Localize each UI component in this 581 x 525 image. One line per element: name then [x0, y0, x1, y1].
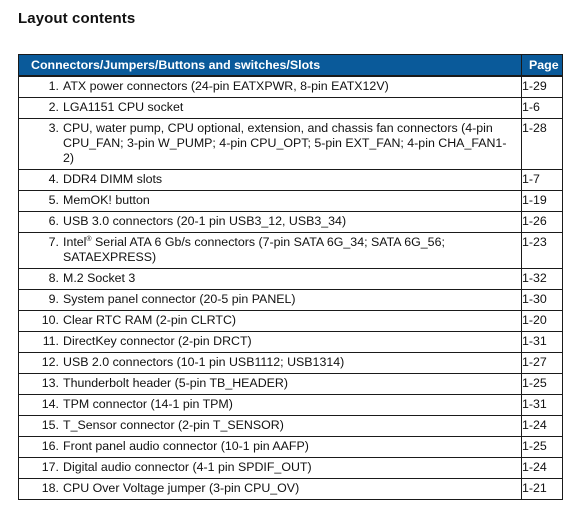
row-description: CPU Over Voltage jumper (3-pin CPU_OV) [63, 481, 300, 495]
row-page: 1-7 [521, 169, 563, 191]
table-row: 18. CPU Over Voltage jumper (3-pin CPU_O… [18, 478, 563, 500]
row-description: T_Sensor connector (2-pin T_SENSOR) [63, 418, 284, 432]
row-description: MemOK! button [63, 193, 150, 207]
row-page: 1-32 [521, 268, 563, 290]
row-number: 8. [48, 271, 59, 285]
row-description: M.2 Socket 3 [63, 271, 136, 285]
row-number: 18. [41, 481, 59, 495]
row-page: 1-23 [521, 232, 563, 269]
row-number: 13. [41, 376, 59, 390]
row-number: 5. [48, 193, 59, 207]
row-page: 1-28 [521, 118, 563, 170]
row-description: System panel connector (20-5 pin PANEL) [63, 292, 296, 306]
table-row: 17. Digital audio connector (4-1 pin SPD… [18, 457, 563, 479]
row-description: Digital audio connector (4-1 pin SPDIF_O… [63, 460, 312, 474]
row-description: LGA1151 CPU socket [63, 100, 184, 114]
table-row: 9. System panel connector (20-5 pin PANE… [18, 289, 563, 311]
row-description: USB 2.0 connectors (10-1 pin USB1112; US… [63, 355, 345, 369]
row-page: 1-31 [521, 394, 563, 416]
row-number: 10. [41, 313, 59, 327]
row-page: 1-21 [521, 478, 563, 500]
table-row: 6. USB 3.0 connectors (20-1 pin USB3_12,… [18, 211, 563, 233]
layout-contents-table: Connectors/Jumpers/Buttons and switches/… [18, 54, 563, 500]
row-page: 1-25 [521, 373, 563, 395]
column-header-item: Connectors/Jumpers/Buttons and switches/… [18, 54, 522, 77]
table-row: 10. Clear RTC RAM (2-pin CLRTC) 1-20 [18, 310, 563, 332]
table-row: 13. Thunderbolt header (5-pin TB_HEADER)… [18, 373, 563, 395]
table-row: 16. Front panel audio connector (10-1 pi… [18, 436, 563, 458]
row-number: 14. [41, 397, 59, 411]
table-row: 4. DDR4 DIMM slots 1-7 [18, 169, 563, 191]
row-number: 16. [41, 439, 59, 453]
row-number: 3. [48, 121, 59, 135]
row-number: 11. [42, 334, 59, 348]
row-number: 15. [41, 418, 59, 432]
row-number: 17. [41, 460, 59, 474]
row-description: DirectKey connector (2-pin DRCT) [63, 334, 252, 348]
row-number: 9. [48, 292, 59, 306]
table-row: 12. USB 2.0 connectors (10-1 pin USB1112… [18, 352, 563, 374]
page-title: Layout contents [18, 10, 136, 27]
row-page: 1-29 [521, 75, 563, 98]
table-row: 5. MemOK! button 1-19 [18, 190, 563, 212]
row-description-brand: Intel [63, 235, 87, 249]
row-number: 12. [41, 355, 59, 369]
row-number: 7. [48, 235, 59, 249]
row-page: 1-24 [521, 457, 563, 479]
row-number: 4. [48, 172, 59, 186]
table-header-row: Connectors/Jumpers/Buttons and switches/… [18, 54, 563, 77]
row-page: 1-6 [521, 97, 563, 119]
row-number: 1. [48, 79, 59, 93]
row-description: Clear RTC RAM (2-pin CLRTC) [63, 313, 237, 327]
row-description: ATX power connectors (24-pin EATXPWR, 8-… [63, 79, 389, 93]
row-description: Front panel audio connector (10-1 pin AA… [63, 439, 309, 453]
row-page: 1-24 [521, 415, 563, 437]
row-page: 1-20 [521, 310, 563, 332]
row-page: 1-25 [521, 436, 563, 458]
row-page: 1-30 [521, 289, 563, 311]
table-row: 8. M.2 Socket 3 1-32 [18, 268, 563, 290]
row-description-rest: Serial ATA 6 Gb/s connectors (7-pin SATA… [63, 235, 445, 264]
row-page: 1-31 [521, 331, 563, 353]
table-row: 14. TPM connector (14-1 pin TPM) 1-31 [18, 394, 563, 416]
registered-mark: ® [86, 236, 92, 243]
row-page: 1-19 [521, 190, 563, 212]
row-number: 2. [48, 100, 59, 114]
table-row: 15. T_Sensor connector (2-pin T_SENSOR) … [18, 415, 563, 437]
table-row: 2. LGA1151 CPU socket 1-6 [18, 97, 563, 119]
table-row: 7. Intel® Serial ATA 6 Gb/s connectors (… [18, 232, 563, 269]
row-description: CPU, water pump, CPU optional, extension… [63, 121, 507, 165]
row-description: USB 3.0 connectors (20-1 pin USB3_12, US… [63, 214, 347, 228]
row-description: DDR4 DIMM slots [63, 172, 163, 186]
row-page: 1-26 [521, 211, 563, 233]
table-row: 11. DirectKey connector (2-pin DRCT) 1-3… [18, 331, 563, 353]
row-description: TPM connector (14-1 pin TPM) [63, 397, 233, 411]
table-row: 1. ATX power connectors (24-pin EATXPWR,… [18, 75, 563, 98]
table-row: 3. CPU, water pump, CPU optional, extens… [18, 118, 563, 170]
row-description: Intel® Serial ATA 6 Gb/s connectors (7-p… [63, 235, 517, 265]
row-number: 6. [48, 214, 59, 228]
column-header-page: Page [521, 54, 563, 77]
row-page: 1-27 [521, 352, 563, 374]
row-description: Thunderbolt header (5-pin TB_HEADER) [63, 376, 288, 390]
